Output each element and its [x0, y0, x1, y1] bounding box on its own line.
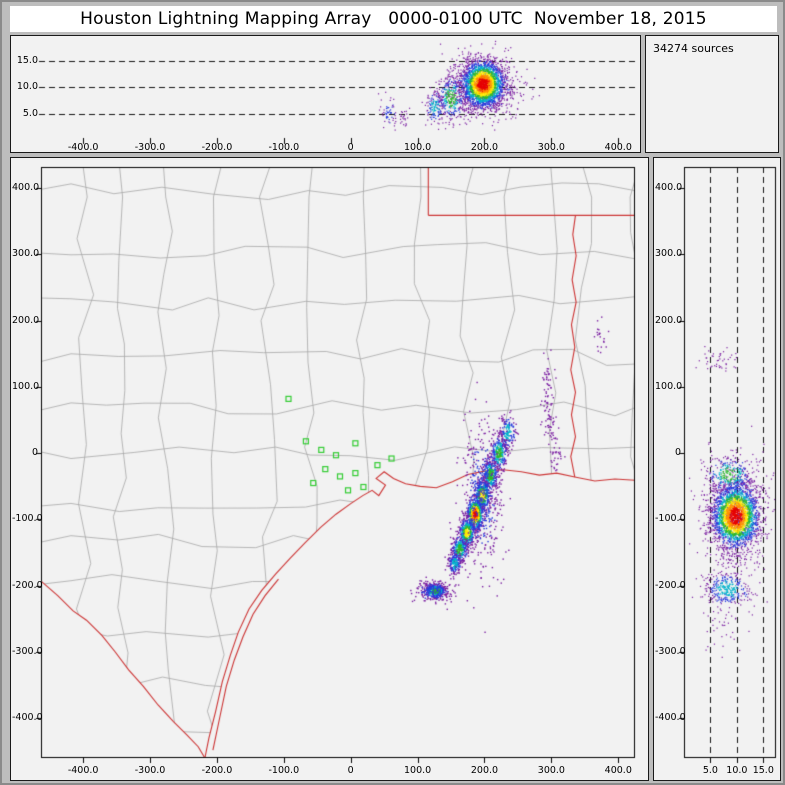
- y-tick-label: 15.0: [16, 55, 38, 67]
- y-tick-label: 400.0: [12, 182, 40, 194]
- y-tick-label: -100.0: [655, 513, 686, 525]
- y-tick-label: 200.0: [12, 314, 40, 326]
- y-tick-label: -400.0: [655, 712, 686, 724]
- y-tick-label: -400.0: [12, 712, 43, 724]
- y-tick-label: 5.0: [22, 107, 38, 119]
- y-tick-label: 400.0: [655, 182, 683, 194]
- altitude-vs-east-west-panel: -400.0 -300.0 -200.0 -100.0 0 100.0 200.0 300.0…: [10, 35, 641, 153]
- y-tick-label: 300.0: [12, 248, 40, 260]
- y-tick-label: 100.0: [655, 380, 683, 392]
- x-tick-label: -200.0: [201, 142, 233, 153]
- x-tick-label: -200.0: [201, 765, 233, 776]
- altitude-vs-east-west-canvas: [11, 36, 640, 152]
- x-tick-label: -100.0: [268, 142, 300, 153]
- x-tick-label: -400.0: [67, 142, 99, 153]
- x-tick-label: 300.0: [537, 142, 565, 153]
- x-tick-label: 400.0: [604, 142, 632, 153]
- x-tick-label: 200.0: [470, 142, 499, 153]
- x-tick-label: 400.0: [604, 765, 632, 776]
- plan-view-map-panel: -400.0 -300.0 -200.0 -100.0 0 100.0 200.0 300.0…: [10, 157, 649, 781]
- y-tick-label: 100.0: [12, 380, 40, 392]
- x-tick-label: 5.0: [702, 765, 718, 776]
- x-tick-label: -400.0: [67, 765, 99, 776]
- sources-count-label: 34274 sources: [653, 42, 734, 55]
- y-tick-label: 200.0: [655, 314, 683, 326]
- x-tick-label: 100.0: [403, 142, 432, 153]
- altitude-vs-north-south-canvas: [654, 158, 780, 780]
- x-tick-label: 300.0: [537, 765, 565, 776]
- sources-count-panel: 34274 sources: [645, 35, 779, 153]
- altitude-vs-north-south-panel: 5.0 10.0 15.0 400.0 300.0 200.0 100.0 0 -100.0 -2…: [653, 157, 781, 781]
- x-tick-label: 0: [347, 765, 354, 776]
- x-tick-label: -100.0: [268, 765, 300, 776]
- y-tick-label: -100.0: [12, 513, 43, 525]
- y-tick-label: 0: [31, 447, 38, 459]
- y-tick-label: 0: [674, 447, 681, 459]
- x-tick-label: 0: [347, 142, 354, 153]
- y-tick-label: 300.0: [655, 248, 683, 260]
- x-tick-label: 200.0: [470, 765, 499, 776]
- x-tick-label: -300.0: [134, 142, 166, 153]
- page-title: Houston Lightning Mapping Array 0000-010…: [10, 6, 777, 32]
- y-tick-label: -300.0: [655, 645, 686, 657]
- x-tick-label: -300.0: [134, 765, 166, 776]
- plan-view-map-canvas: [11, 158, 648, 780]
- x-tick-label: 10.0: [726, 765, 748, 776]
- x-tick-label: 15.0: [752, 765, 774, 776]
- y-tick-label: -300.0: [12, 645, 43, 657]
- y-tick-label: 10.0: [16, 81, 38, 93]
- y-tick-label: -200.0: [655, 579, 686, 591]
- x-tick-label: 100.0: [403, 765, 432, 776]
- y-tick-label: -200.0: [12, 579, 43, 591]
